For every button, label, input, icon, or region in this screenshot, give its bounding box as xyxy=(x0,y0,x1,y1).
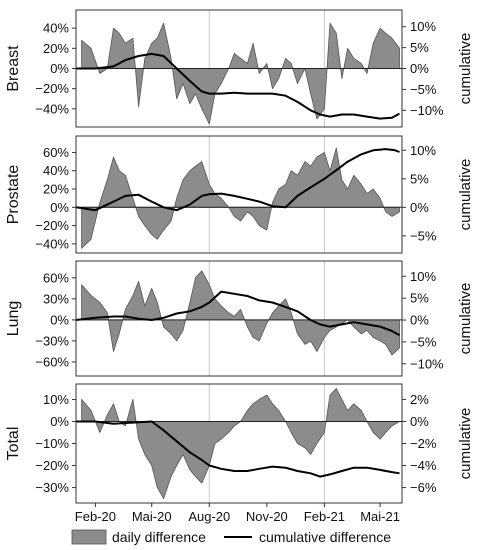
legend-daily-swatch xyxy=(71,529,107,545)
cumulative-difference-line xyxy=(76,52,400,120)
panel-frame xyxy=(75,260,403,377)
x-tick-label: Aug-20 xyxy=(188,509,230,524)
x-tick-label: Feb-21 xyxy=(304,509,345,524)
daily-difference-area xyxy=(81,22,400,125)
right-tick-label: −5% xyxy=(410,228,437,243)
right-tick-label: 10% xyxy=(410,269,436,284)
right-tick-label: −6% xyxy=(410,480,437,495)
left-tick-label: −30% xyxy=(35,480,69,495)
panel-label-breast: Breast xyxy=(5,45,22,92)
panel-total: −30% −20% −10% 0% 10% −6% −4% −2% 0% 2% Total cumul… xyxy=(5,383,474,504)
left-tick-label: −10% xyxy=(35,436,69,451)
cumulative-difference-line xyxy=(76,420,400,478)
x-tick-label: Mai-20 xyxy=(132,509,172,524)
x-tick-label: Feb-20 xyxy=(75,509,116,524)
left-tick-label: 30% xyxy=(43,291,69,306)
right-axis-label: cumulative xyxy=(457,408,474,480)
x-tick-label: Mai-21 xyxy=(360,509,400,524)
cumulative-difference-line xyxy=(75,290,400,337)
left-tick-label: 40% xyxy=(43,21,69,36)
right-tick-label: 5% xyxy=(410,291,429,306)
daily-difference-area xyxy=(81,270,400,356)
right-tick-label: 0% xyxy=(410,414,429,429)
panel-label-lung: Lung xyxy=(5,301,22,337)
left-tick-label: 20% xyxy=(43,182,69,197)
cumulative-difference-line xyxy=(75,148,400,212)
left-tick-label: −20% xyxy=(35,218,69,233)
right-tick-label: −4% xyxy=(410,458,437,473)
left-tick-label: 60% xyxy=(43,145,69,160)
left-tick-label: −60% xyxy=(35,354,69,369)
right-tick-label: −5% xyxy=(410,334,437,349)
panel-frame xyxy=(75,135,403,254)
panel-lung: −60% −30% 0% 30% 60% −10% −5% 0% 5% 10% Lung cumula… xyxy=(5,260,474,377)
right-tick-label: 0% xyxy=(410,313,429,328)
left-tick-label: −20% xyxy=(35,81,69,96)
right-tick-label: −10% xyxy=(410,356,444,371)
daily-difference-area xyxy=(81,388,400,499)
right-axis-label: cumulative xyxy=(457,33,474,105)
right-tick-label: 0% xyxy=(410,200,429,215)
right-tick-label: −5% xyxy=(410,82,437,97)
x-tick-label: Nov-20 xyxy=(246,509,288,524)
right-tick-label: 10% xyxy=(410,143,436,158)
x-axis: Feb-20 Mai-20 Aug-20 Nov-20 Feb-21 Mai-21 xyxy=(75,503,400,524)
left-tick-label: 10% xyxy=(43,392,69,407)
left-tick-label: 60% xyxy=(43,270,69,285)
panels: −40% −20% 0% 20% 40% −10% −5% 0% 5% 10% Breast cumu… xyxy=(5,9,474,504)
right-tick-label: −10% xyxy=(410,103,444,118)
legend: daily difference cumulative difference xyxy=(71,529,391,545)
left-tick-label: 0% xyxy=(50,61,69,76)
left-tick-label: −30% xyxy=(35,333,69,348)
left-tick-label: −20% xyxy=(35,458,69,473)
left-tick-label: −40% xyxy=(35,101,69,116)
panel-label-total: Total xyxy=(5,427,22,461)
left-tick-label: 20% xyxy=(43,41,69,56)
legend-cumulative-label: cumulative difference xyxy=(259,529,391,545)
right-tick-label: 5% xyxy=(410,40,429,55)
panel-label-prostate: Prostate xyxy=(5,165,22,225)
right-tick-label: 0% xyxy=(410,61,429,76)
panel-breast: −40% −20% 0% 20% 40% −10% −5% 0% 5% 10% Breast cumu… xyxy=(5,9,474,128)
right-axis-label: cumulative xyxy=(457,159,474,231)
left-tick-label: 0% xyxy=(50,312,69,327)
daily-difference-area xyxy=(81,147,400,249)
right-tick-label: 10% xyxy=(410,19,436,34)
left-tick-label: 0% xyxy=(50,200,69,215)
right-tick-label: 2% xyxy=(410,392,429,407)
right-tick-label: −2% xyxy=(410,436,437,451)
right-axis-label: cumulative xyxy=(457,283,474,355)
left-tick-label: 40% xyxy=(43,163,69,178)
panel-frame xyxy=(75,383,403,504)
legend-daily-label: daily difference xyxy=(112,529,206,545)
right-tick-label: 5% xyxy=(410,171,429,186)
left-tick-label: −40% xyxy=(35,236,69,251)
left-tick-label: 0% xyxy=(50,414,69,429)
panel-prostate: −40% −20% 0% 20% 40% 60% −5% 0% 5% 10% Prostate cum… xyxy=(5,135,474,254)
